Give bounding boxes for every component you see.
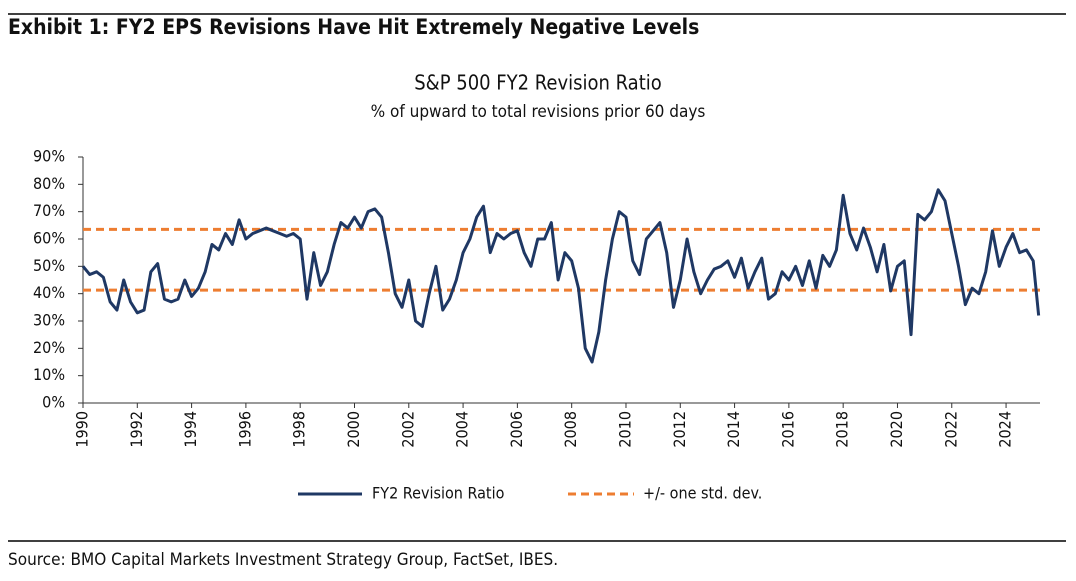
source: Source: BMO Capital Markets Investment S… bbox=[8, 550, 558, 570]
legend-label: +/- one std. dev. bbox=[643, 484, 762, 503]
y-tick-label: 40% bbox=[33, 283, 65, 302]
y-tick-label: 50% bbox=[33, 256, 65, 275]
x-tick-label: 1998 bbox=[290, 411, 309, 448]
y-tick-label: 0% bbox=[42, 393, 65, 412]
y-tick-label: 60% bbox=[33, 229, 65, 248]
x-tick-label: 2000 bbox=[344, 411, 363, 448]
series-line bbox=[81, 188, 1041, 364]
x-tick-label: 2006 bbox=[507, 411, 526, 448]
x-tick-label: 1990 bbox=[73, 411, 92, 448]
y-tick-label: 30% bbox=[33, 311, 65, 330]
x-tick-label: 2024 bbox=[996, 411, 1015, 448]
y-tick-label: 20% bbox=[33, 338, 65, 357]
y-tick-label: 80% bbox=[33, 174, 65, 193]
x-tick-label: 2004 bbox=[453, 411, 472, 448]
header: Exhibit 1: FY2 EPS Revisions Have Hit Ex… bbox=[8, 15, 699, 39]
x-tick-label: 2002 bbox=[398, 411, 417, 448]
x-tick-label: 2018 bbox=[833, 411, 852, 448]
x-tick-label: 1994 bbox=[181, 411, 200, 448]
y-tick-label: 90% bbox=[33, 147, 65, 166]
x-tick-label: 2012 bbox=[670, 411, 689, 448]
y-tick-label: 10% bbox=[33, 365, 65, 384]
x-tick-label: 2022 bbox=[941, 411, 960, 448]
y-tick-label: 70% bbox=[33, 201, 65, 220]
x-tick-label: 1996 bbox=[235, 411, 254, 448]
x-tick-label: 2014 bbox=[724, 411, 743, 448]
x-tick-label: 2010 bbox=[615, 411, 634, 448]
x-tick-label: 1992 bbox=[127, 411, 146, 448]
chart-subtitle: % of upward to total revisions prior 60 … bbox=[371, 102, 706, 122]
x-tick-label: 2016 bbox=[778, 411, 797, 448]
chart-title: S&P 500 FY2 Revision Ratio bbox=[414, 71, 662, 95]
x-tick-label: 2020 bbox=[887, 411, 906, 448]
x-tick-label: 2008 bbox=[561, 411, 580, 448]
legend-label: FY2 Revision Ratio bbox=[372, 484, 505, 503]
